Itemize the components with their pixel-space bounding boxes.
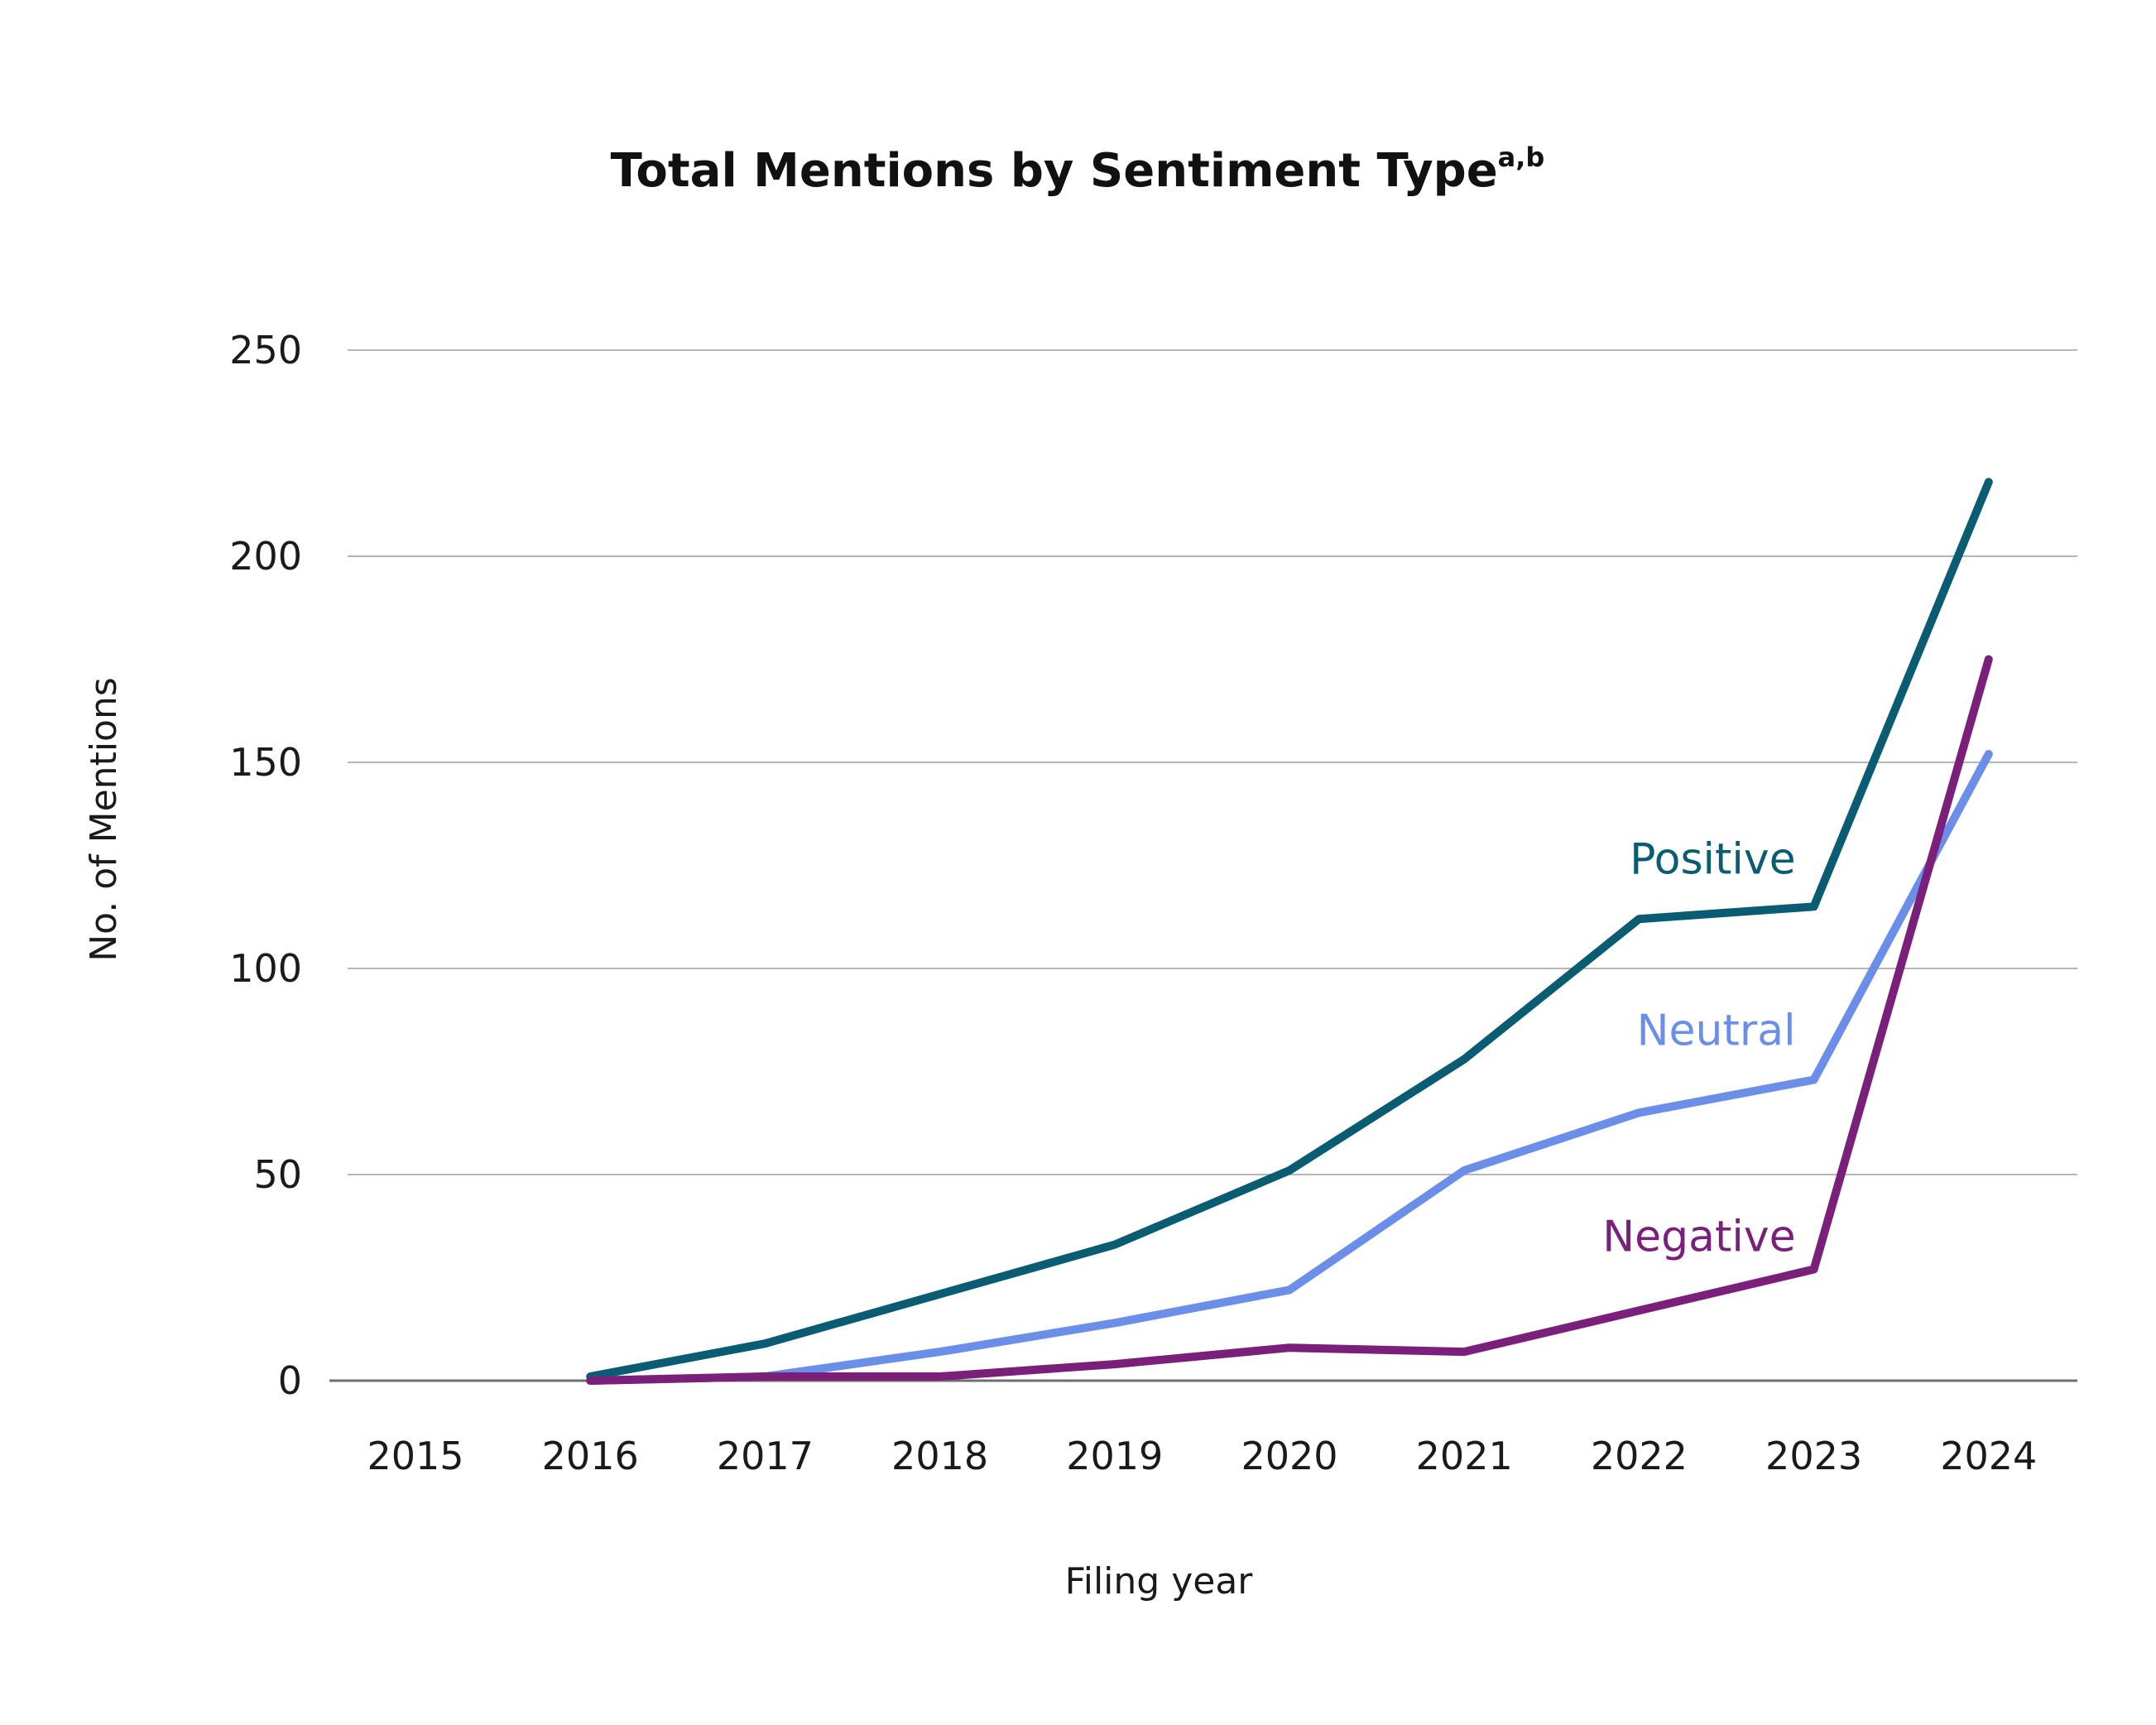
gridlines [329, 349, 2077, 1382]
series-line-negative [586, 655, 1993, 1385]
series-label-negative: Negative [1602, 1213, 1795, 1262]
y-tick-label-50: 50 [253, 1152, 302, 1197]
x-tick-label-2020: 2020 [1241, 1434, 1337, 1478]
x-tick-label-2022: 2022 [1591, 1434, 1688, 1478]
series-labels: Positive Neutral Negative [1602, 834, 1795, 1261]
x-axis-ticks: 2015 2016 2017 2018 2019 2020 2021 2022 2023 2024 [367, 1434, 2037, 1478]
x-tick-label-2018: 2018 [891, 1434, 988, 1478]
y-tick-label-150: 150 [229, 740, 302, 785]
series-label-neutral: Neutral [1637, 1006, 1796, 1055]
x-tick-label-2019: 2019 [1066, 1434, 1163, 1478]
x-tick-label-2017: 2017 [717, 1434, 814, 1478]
chart-title-superscript: a,b [1498, 142, 1545, 173]
y-axis-ticks: 0 50 100 150 200 250 [229, 328, 302, 1403]
y-axis-title: No. of Mentions [83, 677, 125, 962]
x-tick-label-2023: 2023 [1765, 1434, 1862, 1478]
series-lines [586, 478, 1993, 1385]
x-tick-label-2016: 2016 [542, 1434, 639, 1478]
series-label-positive: Positive [1630, 834, 1795, 884]
series-line-neutral [586, 750, 1993, 1385]
y-tick-label-0: 0 [278, 1358, 302, 1403]
series-line-positive [586, 478, 1993, 1381]
x-axis-title: Filing year [1065, 1560, 1254, 1602]
x-tick-label-2021: 2021 [1416, 1434, 1513, 1478]
chart-title-group: Total Mentions by Sentiment Typea,b [611, 142, 1545, 198]
x-tick-label-2015: 2015 [367, 1434, 463, 1478]
chart-title: Total Mentions by Sentiment Typea,b [611, 142, 1545, 198]
y-tick-label-200: 200 [229, 534, 302, 579]
x-tick-label-2024: 2024 [1940, 1434, 2037, 1478]
y-tick-label-250: 250 [229, 328, 302, 372]
y-tick-label-100: 100 [229, 946, 302, 991]
chart-title-main: Total Mentions by Sentiment Type [611, 144, 1498, 198]
